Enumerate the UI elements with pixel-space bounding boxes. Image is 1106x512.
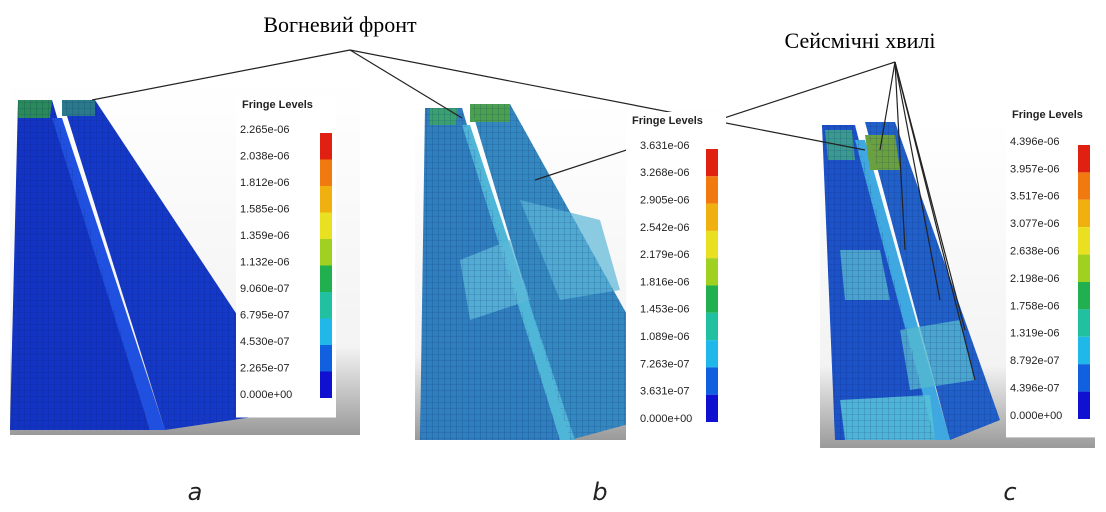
legend-title: Fringe Levels bbox=[242, 99, 313, 111]
color-bar-segment bbox=[320, 186, 332, 213]
fringe-level: 2.638e-06 bbox=[1010, 246, 1060, 258]
fringe-level: 1.585e-06 bbox=[240, 203, 290, 215]
color-bar-segment bbox=[1078, 145, 1090, 172]
fringe-level: 6.795e-07 bbox=[240, 309, 290, 321]
color-bar-segment bbox=[1078, 364, 1090, 391]
color-bar-segment bbox=[320, 213, 332, 240]
color-bar-segment bbox=[320, 239, 332, 266]
panel-label: a bbox=[188, 478, 203, 506]
fringe-level: 1.816e-06 bbox=[640, 276, 690, 288]
fringe-level: 3.957e-06 bbox=[1010, 163, 1060, 175]
fringe-level: 1.089e-06 bbox=[640, 331, 690, 343]
fringe-level: 0.000e+00 bbox=[240, 389, 292, 401]
fringe-level: 4.530e-07 bbox=[240, 336, 290, 348]
color-bar-segment bbox=[706, 204, 718, 231]
color-bar-segment bbox=[706, 395, 718, 422]
fringe-level: 1.132e-06 bbox=[240, 256, 290, 268]
fringe-level: 1.758e-06 bbox=[1010, 300, 1060, 312]
fringe-level: 2.179e-06 bbox=[640, 249, 690, 261]
fringe-level: 2.198e-06 bbox=[1010, 273, 1060, 285]
color-bar-segment bbox=[706, 286, 718, 313]
fringe-level: 2.038e-06 bbox=[240, 150, 290, 162]
color-bar-segment bbox=[1078, 282, 1090, 309]
color-bar-segment bbox=[320, 292, 332, 319]
panel-label: b bbox=[592, 478, 607, 506]
fringe-level: 1.359e-06 bbox=[240, 230, 290, 242]
color-bar-segment bbox=[320, 133, 332, 160]
legend-title: Fringe Levels bbox=[1012, 109, 1083, 121]
color-bar-segment bbox=[1078, 172, 1090, 199]
annotation: Вогневий фронт bbox=[263, 12, 417, 37]
fringe-level: 1.453e-06 bbox=[640, 304, 690, 316]
color-bar-segment bbox=[1078, 309, 1090, 336]
color-bar-segment bbox=[706, 313, 718, 340]
legend-title: Fringe Levels bbox=[632, 115, 703, 127]
color-bar-segment bbox=[1078, 255, 1090, 282]
fringe-level: 1.319e-06 bbox=[1010, 328, 1060, 340]
color-bar-segment bbox=[706, 149, 718, 176]
fringe-level: 7.263e-07 bbox=[640, 358, 690, 370]
color-bar-segment bbox=[320, 345, 332, 372]
color-bar-segment bbox=[706, 258, 718, 285]
color-bar-segment bbox=[1078, 227, 1090, 254]
fringe-level: 0.000e+00 bbox=[1010, 410, 1062, 422]
fringe-level: 4.396e-07 bbox=[1010, 383, 1060, 395]
fringe-level: 1.812e-06 bbox=[240, 177, 290, 189]
color-bar-segment bbox=[1078, 200, 1090, 227]
figure: Вогневий фронт Сейсмічні хвилі Fringe Le… bbox=[0, 0, 1106, 512]
fringe-level: 3.631e-07 bbox=[640, 386, 690, 398]
fringe-level: 2.905e-06 bbox=[640, 195, 690, 207]
fringe-level: 9.060e-07 bbox=[240, 283, 290, 295]
fringe-level: 2.265e-06 bbox=[240, 124, 290, 136]
fringe-level: 3.268e-06 bbox=[640, 167, 690, 179]
color-bar-segment bbox=[320, 160, 332, 187]
fringe-level: 3.077e-06 bbox=[1010, 218, 1060, 230]
fringe-level: 3.517e-06 bbox=[1010, 191, 1060, 203]
fringe-level: 8.792e-07 bbox=[1010, 355, 1060, 367]
color-bar-segment bbox=[1078, 337, 1090, 364]
fringe-level: 2.265e-07 bbox=[240, 362, 290, 374]
color-bar-segment bbox=[320, 319, 332, 346]
fringe-level: 2.542e-06 bbox=[640, 222, 690, 234]
panel-label: c bbox=[1003, 478, 1016, 506]
color-bar-segment bbox=[1078, 392, 1090, 419]
annotation: Сейсмічні хвилі bbox=[785, 28, 936, 53]
fringe-level: 3.631e-06 bbox=[640, 140, 690, 152]
color-bar-segment bbox=[706, 367, 718, 394]
color-bar-segment bbox=[706, 340, 718, 367]
fringe-level: 4.396e-06 bbox=[1010, 136, 1060, 148]
color-bar-segment bbox=[320, 372, 332, 399]
color-bar-segment bbox=[706, 176, 718, 203]
fringe-level: 0.000e+00 bbox=[640, 413, 692, 425]
color-bar-segment bbox=[320, 266, 332, 293]
color-bar-segment bbox=[706, 231, 718, 258]
